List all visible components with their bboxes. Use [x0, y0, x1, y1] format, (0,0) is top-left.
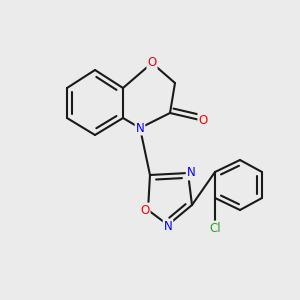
Text: O: O — [147, 56, 157, 70]
Text: O: O — [140, 203, 150, 217]
Text: N: N — [187, 167, 195, 179]
Text: N: N — [136, 122, 144, 134]
Text: Cl: Cl — [209, 221, 221, 235]
Text: N: N — [164, 220, 172, 233]
Text: O: O — [198, 113, 208, 127]
